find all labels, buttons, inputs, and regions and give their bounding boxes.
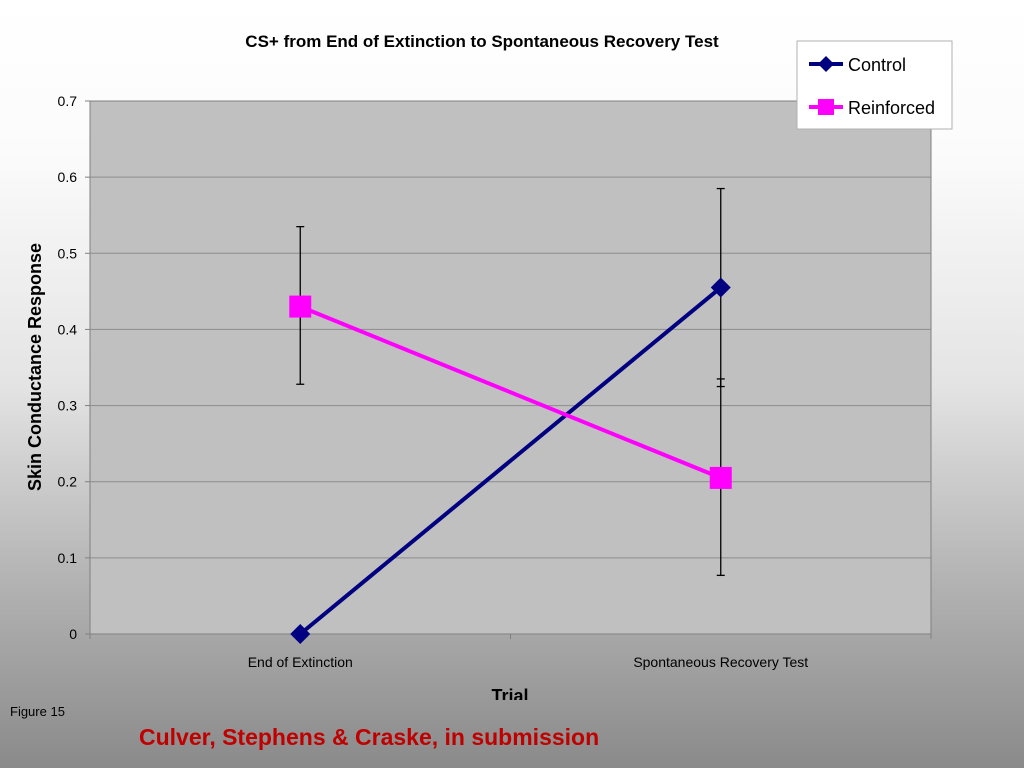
data-point-reinforced bbox=[289, 295, 312, 318]
legend-marker-reinforced bbox=[818, 99, 834, 115]
series-line-reinforced bbox=[299, 304, 722, 480]
y-tick-label: 0.6 bbox=[58, 169, 78, 185]
legend: Control Reinforced bbox=[796, 40, 953, 130]
grid-lines bbox=[90, 176, 931, 559]
x-tick-label: End of Extinction bbox=[248, 654, 353, 670]
x-axis-ticks: End of Extinction Spontaneous Recovery Te… bbox=[89, 634, 932, 670]
x-axis-title: Trial bbox=[491, 686, 528, 700]
legend-marker-control bbox=[818, 56, 834, 72]
x-tick-label: Spontaneous Recovery Test bbox=[633, 654, 808, 670]
y-tick-label: 0.5 bbox=[58, 245, 78, 261]
data-point-reinforced bbox=[709, 466, 732, 489]
y-tick-label: 0.3 bbox=[58, 398, 78, 414]
series-lines bbox=[298, 286, 723, 636]
series-line-control bbox=[298, 286, 723, 636]
data-point-control bbox=[710, 277, 731, 298]
y-axis-ticks: 0 0.1 0.2 0.3 0.4 0.5 0.6 0.7 bbox=[58, 93, 90, 642]
legend-label-control: Control bbox=[848, 55, 906, 75]
citation: Culver, Stephens & Craske, in submission bbox=[139, 724, 600, 750]
y-tick-label: 0.7 bbox=[58, 93, 78, 109]
y-tick-label: 0 bbox=[69, 626, 77, 642]
figure-label: Figure 15 bbox=[10, 704, 65, 719]
y-axis-title: Skin Conductance Response bbox=[25, 243, 45, 491]
plot-area bbox=[89, 100, 932, 635]
data-markers bbox=[289, 277, 732, 644]
legend-label-reinforced: Reinforced bbox=[848, 98, 935, 118]
chart: CS+ from End of Extinction to Spontaneou… bbox=[25, 32, 953, 700]
y-tick-label: 0.2 bbox=[58, 474, 78, 490]
data-point-control bbox=[290, 624, 311, 644]
chart-title: CS+ from End of Extinction to Spontaneou… bbox=[245, 32, 719, 51]
y-tick-label: 0.4 bbox=[58, 321, 78, 337]
y-tick-label: 0.1 bbox=[58, 550, 78, 566]
